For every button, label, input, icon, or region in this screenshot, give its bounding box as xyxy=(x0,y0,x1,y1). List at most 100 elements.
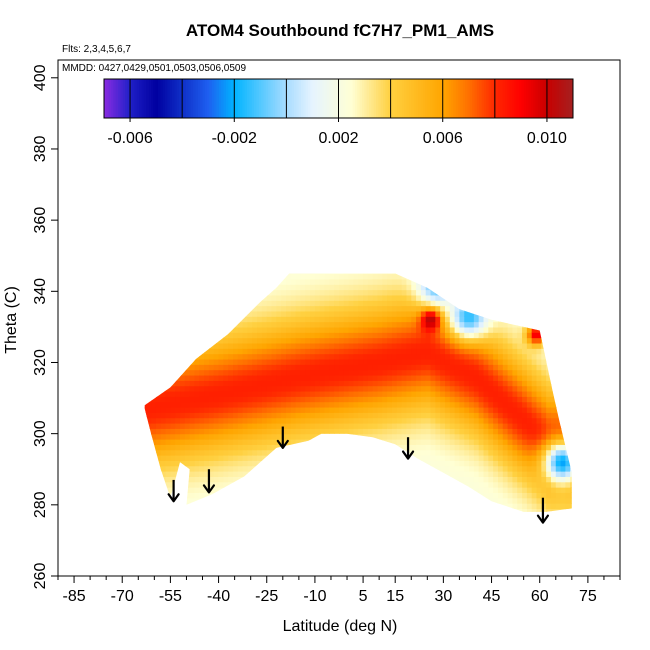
heatmap-cell xyxy=(290,289,297,296)
heatmap-cell xyxy=(391,305,398,312)
heatmap-cell xyxy=(435,444,441,451)
heatmap-cell xyxy=(401,476,408,483)
heatmap-cell xyxy=(228,460,234,467)
heatmap-cell xyxy=(387,455,393,461)
heatmap-cell xyxy=(247,305,253,312)
heatmap-cell xyxy=(324,380,330,387)
heatmap-cell xyxy=(329,438,335,445)
heatmap-cell xyxy=(391,300,398,307)
heatmap-cell xyxy=(276,342,282,349)
heatmap-cell xyxy=(555,406,562,413)
heatmap-cell xyxy=(575,322,580,328)
heatmap-cell xyxy=(536,460,542,467)
heatmap-cell xyxy=(396,390,403,397)
heatmap-cell xyxy=(406,305,412,312)
heatmap-cell xyxy=(290,332,297,339)
heatmap-cell xyxy=(170,326,176,333)
heatmap-cell xyxy=(170,444,176,451)
heatmap-cell xyxy=(247,353,253,360)
heatmap-cell xyxy=(497,465,504,472)
heatmap-cell xyxy=(377,374,383,381)
colorbar-tick-label: 0.002 xyxy=(318,130,358,147)
heatmap-cell xyxy=(199,337,205,344)
heatmap-cell xyxy=(550,406,557,413)
heatmap-cell xyxy=(440,380,446,387)
heatmap-cell xyxy=(339,369,345,376)
heatmap-cell xyxy=(233,326,239,333)
heatmap-cell xyxy=(151,364,157,371)
heatmap-cell xyxy=(517,289,523,296)
heatmap-cell xyxy=(497,412,504,419)
colorbar-strip xyxy=(347,79,351,118)
heatmap-cell xyxy=(459,342,465,349)
heatmap-cell xyxy=(189,284,196,291)
heatmap-cell xyxy=(189,487,196,493)
heatmap-cell xyxy=(144,481,147,488)
heatmap-cell xyxy=(252,374,258,381)
heatmap-cell xyxy=(324,332,330,339)
heatmap-cell xyxy=(541,353,547,360)
heatmap-cell xyxy=(353,294,359,301)
heatmap-cell xyxy=(286,508,292,512)
heatmap-cell xyxy=(420,284,427,291)
heatmap-cell xyxy=(151,321,157,328)
heatmap-cell xyxy=(208,396,215,403)
heatmap-cell xyxy=(449,289,456,296)
heatmap-cell xyxy=(469,422,475,429)
heatmap-cell xyxy=(430,316,436,323)
heatmap-cell xyxy=(144,353,147,360)
heatmap-cell xyxy=(363,364,369,371)
heatmap-cell xyxy=(469,273,475,280)
heatmap-cell xyxy=(546,465,552,472)
heatmap-cell xyxy=(522,380,528,387)
heatmap-cell xyxy=(367,465,374,472)
heatmap-cell xyxy=(218,385,224,392)
heatmap-cell xyxy=(218,326,224,333)
heatmap-cell xyxy=(420,310,427,317)
heatmap-cell xyxy=(401,284,408,291)
heatmap-cell xyxy=(208,348,215,355)
heatmap-cell xyxy=(175,358,181,365)
heatmap-cell xyxy=(517,422,523,429)
heatmap-cell xyxy=(478,503,485,509)
heatmap-cell xyxy=(526,428,533,435)
colorbar-strip xyxy=(176,79,180,118)
heatmap-cell xyxy=(290,369,297,376)
heatmap-cell xyxy=(305,390,311,397)
heatmap-cell xyxy=(146,321,152,328)
heatmap-cell xyxy=(228,492,234,499)
heatmap-cell xyxy=(295,273,302,280)
heatmap-cell xyxy=(257,497,263,504)
heatmap-cell xyxy=(170,385,176,392)
colorbar-strip xyxy=(254,79,257,118)
heatmap-cell xyxy=(435,471,441,477)
heatmap-cell xyxy=(531,508,538,512)
heatmap-cell xyxy=(314,390,321,397)
heatmap-cell xyxy=(449,348,456,355)
heatmap-cell xyxy=(435,428,441,435)
heatmap-cell xyxy=(536,337,542,344)
heatmap-cell xyxy=(199,449,205,456)
heatmap-cell xyxy=(204,305,210,312)
heatmap-cell xyxy=(464,444,470,451)
heatmap-cell xyxy=(502,385,509,392)
heatmap-cell xyxy=(522,364,528,371)
heatmap-cell xyxy=(367,310,374,317)
heatmap-cell xyxy=(507,358,514,365)
heatmap-cell xyxy=(396,305,403,312)
heatmap-cell xyxy=(252,438,258,445)
heatmap-cell xyxy=(536,412,542,419)
heatmap-cell xyxy=(348,310,355,317)
heatmap-cell xyxy=(348,487,355,493)
heatmap-cell xyxy=(367,444,374,451)
heatmap-cell xyxy=(281,385,287,392)
heatmap-cell xyxy=(324,503,330,509)
heatmap-cell xyxy=(286,396,292,403)
heatmap-cell xyxy=(199,358,205,365)
heatmap-cell xyxy=(488,380,494,387)
heatmap-cell xyxy=(425,358,432,365)
heatmap-cell xyxy=(189,438,196,445)
heatmap-cell xyxy=(363,417,369,424)
heatmap-cell xyxy=(377,369,383,376)
heatmap-cell xyxy=(425,503,432,509)
